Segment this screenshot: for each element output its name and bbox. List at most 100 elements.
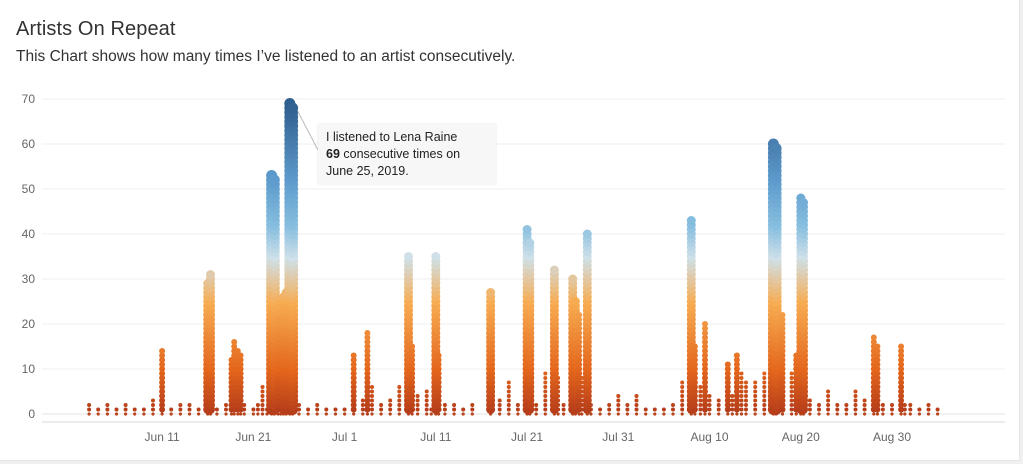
streak-point[interactable]	[237, 397, 244, 404]
streak-point[interactable]	[724, 384, 731, 390]
streak-point[interactable]	[898, 361, 905, 368]
streak-point[interactable]	[409, 366, 416, 372]
streak-point[interactable]	[634, 394, 639, 398]
streak-point[interactable]	[733, 388, 740, 395]
streak-point[interactable]	[178, 403, 183, 407]
streak-point[interactable]	[588, 403, 593, 407]
streak-point[interactable]	[360, 403, 365, 407]
streak-point[interactable]	[397, 403, 402, 407]
streak-point[interactable]	[361, 412, 365, 416]
streak-point[interactable]	[779, 343, 786, 350]
streak-point[interactable]	[409, 352, 416, 359]
streak-point[interactable]	[350, 366, 357, 372]
streak-point[interactable]	[779, 321, 786, 327]
streak-point[interactable]	[770, 143, 782, 154]
streak-point[interactable]	[779, 352, 786, 359]
streak-point[interactable]	[409, 348, 416, 354]
streak-point[interactable]	[874, 375, 881, 381]
streak-point[interactable]	[691, 375, 698, 381]
streak-point[interactable]	[898, 402, 905, 408]
streak-point[interactable]	[224, 407, 228, 412]
streak-point[interactable]	[260, 407, 265, 412]
streak-point[interactable]	[237, 352, 244, 359]
streak-point[interactable]	[169, 407, 174, 412]
streak-point[interactable]	[874, 348, 881, 354]
streak-point[interactable]	[576, 339, 583, 345]
streak-point[interactable]	[364, 379, 371, 386]
streak-point[interactable]	[350, 393, 357, 399]
streak-point[interactable]	[151, 398, 155, 403]
streak-point[interactable]	[707, 412, 712, 416]
streak-point[interactable]	[698, 412, 703, 416]
streak-point[interactable]	[898, 397, 905, 404]
streak-point[interactable]	[397, 407, 402, 412]
streak-point[interactable]	[224, 412, 228, 416]
streak-point[interactable]	[234, 348, 241, 354]
streak-point[interactable]	[151, 403, 155, 407]
streak-point[interactable]	[733, 397, 740, 404]
streak-point[interactable]	[96, 407, 101, 412]
streak-point[interactable]	[898, 366, 905, 372]
streak-point[interactable]	[452, 412, 456, 416]
streak-point[interactable]	[707, 403, 712, 407]
streak-point[interactable]	[315, 403, 320, 407]
streak-point[interactable]	[214, 407, 219, 412]
streak-point[interactable]	[903, 412, 907, 416]
streak-point[interactable]	[826, 412, 830, 416]
streak-point[interactable]	[779, 397, 786, 404]
streak-point[interactable]	[260, 412, 265, 416]
streak-point[interactable]	[424, 403, 429, 407]
streak-point[interactable]	[549, 265, 559, 275]
streak-point[interactable]	[442, 403, 447, 407]
streak-point[interactable]	[159, 357, 166, 363]
streak-point[interactable]	[543, 407, 548, 412]
streak-point[interactable]	[410, 412, 414, 416]
streak-point[interactable]	[498, 412, 502, 416]
streak-point[interactable]	[789, 371, 794, 376]
streak-point[interactable]	[142, 412, 146, 416]
streak-point[interactable]	[730, 403, 735, 407]
streak-point[interactable]	[237, 388, 244, 395]
streak-point[interactable]	[556, 412, 560, 416]
streak-point[interactable]	[561, 407, 566, 412]
streak-point[interactable]	[486, 288, 496, 297]
streak-point[interactable]	[370, 407, 374, 412]
streak-point[interactable]	[898, 343, 905, 350]
streak-point[interactable]	[680, 407, 685, 412]
streak-point[interactable]	[415, 394, 420, 398]
streak-point[interactable]	[794, 412, 798, 416]
streak-point[interactable]	[902, 407, 907, 412]
streak-point[interactable]	[835, 403, 840, 407]
streak-point[interactable]	[350, 379, 357, 386]
streak-point[interactable]	[702, 393, 708, 399]
streak-point[interactable]	[364, 357, 371, 363]
streak-point[interactable]	[424, 389, 429, 394]
streak-point[interactable]	[853, 394, 858, 398]
streak-point[interactable]	[297, 412, 301, 416]
streak-point[interactable]	[133, 412, 137, 416]
streak-point[interactable]	[607, 407, 612, 412]
streak-point[interactable]	[702, 325, 708, 332]
streak-point[interactable]	[251, 412, 255, 416]
streak-point[interactable]	[461, 407, 466, 412]
streak-point[interactable]	[132, 407, 137, 412]
streak-point[interactable]	[370, 389, 374, 394]
streak-point[interactable]	[779, 370, 786, 377]
streak-point[interactable]	[702, 339, 708, 345]
streak-point[interactable]	[315, 412, 319, 416]
streak-point[interactable]	[114, 412, 119, 416]
streak-point[interactable]	[702, 357, 708, 363]
streak-point[interactable]	[817, 412, 821, 416]
streak-point[interactable]	[409, 343, 416, 350]
streak-point[interactable]	[644, 412, 648, 416]
streak-point[interactable]	[435, 406, 442, 413]
streak-point[interactable]	[105, 407, 110, 412]
streak-point[interactable]	[874, 370, 881, 377]
streak-point[interactable]	[364, 339, 371, 345]
streak-point[interactable]	[780, 412, 785, 416]
streak-point[interactable]	[435, 402, 442, 408]
streak-point[interactable]	[779, 366, 786, 372]
streak-point[interactable]	[579, 385, 584, 389]
streak-point[interactable]	[862, 398, 867, 403]
streak-point[interactable]	[543, 389, 548, 394]
